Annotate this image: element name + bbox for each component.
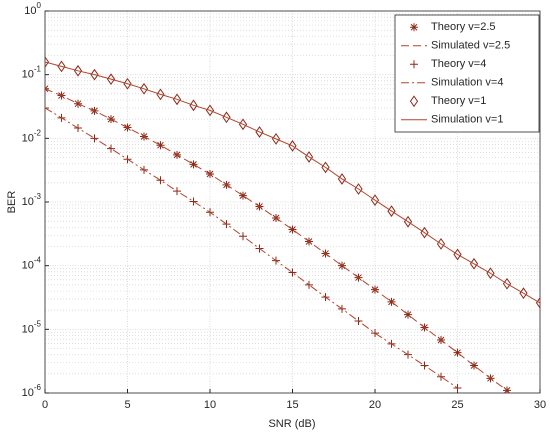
marker	[156, 176, 165, 185]
x-tick-label: 5	[124, 399, 130, 411]
marker	[305, 280, 313, 289]
marker	[420, 361, 429, 370]
marker	[387, 297, 396, 306]
y-axis-label: BER	[6, 191, 18, 214]
marker	[453, 348, 462, 357]
legend-label: Simulated v=2.5	[431, 40, 510, 52]
y-tick-label: 10-5	[22, 319, 42, 335]
marker	[238, 118, 248, 131]
marker	[239, 191, 247, 200]
legend-label: Theory v=1	[431, 95, 486, 107]
marker	[255, 126, 264, 138]
x-tick-label: 0	[42, 399, 48, 411]
legend-label: Theory v=2.5	[431, 21, 496, 33]
x-tick-label: 30	[534, 399, 546, 411]
x-axis-label: SNR (dB)	[268, 418, 315, 430]
marker	[73, 64, 83, 77]
marker	[410, 23, 418, 32]
marker	[139, 82, 149, 95]
marker	[222, 111, 231, 124]
marker	[205, 104, 215, 117]
marker	[437, 372, 445, 381]
marker	[106, 73, 116, 86]
series-line	[45, 61, 540, 304]
marker	[107, 144, 115, 153]
x-tick-label: 15	[286, 399, 298, 411]
marker	[371, 329, 379, 338]
marker	[123, 77, 132, 90]
marker	[45, 56, 50, 68]
marker	[288, 225, 297, 234]
series-line	[45, 107, 458, 389]
x-tick-label: 10	[204, 399, 216, 411]
marker	[45, 103, 49, 112]
marker	[90, 134, 99, 143]
marker	[189, 197, 198, 206]
marker	[453, 383, 462, 392]
plot-series	[45, 56, 540, 393]
marker	[172, 93, 182, 106]
y-tick-label: 100	[24, 1, 41, 17]
y-tick-label: 10-1	[22, 65, 42, 81]
marker	[503, 386, 511, 393]
legend-label: Theory v=4	[431, 58, 486, 70]
marker	[470, 361, 478, 370]
x-tick-label: 20	[369, 399, 381, 411]
marker	[288, 268, 297, 277]
marker	[189, 160, 198, 169]
marker	[410, 60, 418, 69]
legend-box	[394, 14, 540, 133]
y-tick-label: 10-4	[22, 256, 42, 272]
y-tick-label: 10-6	[22, 383, 42, 399]
marker	[156, 141, 165, 150]
marker	[409, 95, 419, 108]
marker	[57, 60, 66, 73]
y-tick-label: 10-3	[22, 192, 42, 208]
marker	[90, 68, 99, 81]
axes-box	[44, 10, 541, 394]
marker	[189, 99, 198, 112]
marker	[404, 310, 412, 319]
marker	[271, 133, 281, 145]
marker	[156, 88, 165, 101]
legend-label: Simulation v=1	[431, 114, 503, 126]
legend-label: Simulation v=4	[431, 77, 503, 89]
series-line	[45, 88, 508, 391]
marker	[288, 140, 297, 152]
marker	[338, 261, 346, 270]
y-tick-label: 10-2	[22, 128, 42, 144]
x-tick-label: 25	[451, 399, 463, 411]
